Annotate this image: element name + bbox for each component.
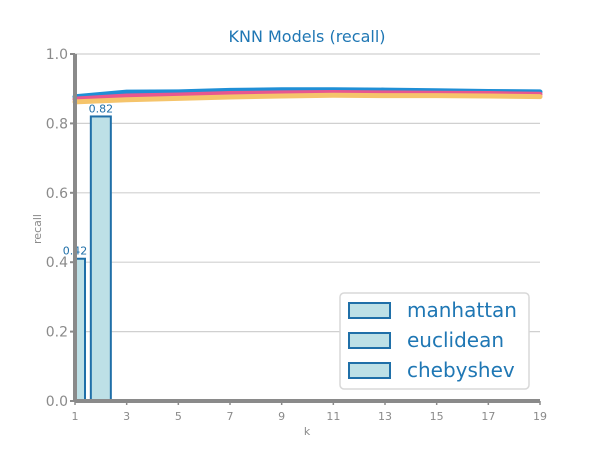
bar-value-label: 0.82 <box>89 102 114 115</box>
y-tick-label: 0.8 <box>46 116 68 132</box>
x-tick-label: 1 <box>72 410 79 423</box>
x-tick-labels: 1 3 5 7 9 11 13 15 17 19 <box>72 410 548 423</box>
y-tick-label: 0.2 <box>46 325 68 341</box>
legend-label: chebyshev <box>407 358 515 382</box>
legend: manhattan euclidean chebyshev <box>339 292 530 390</box>
legend-label: euclidean <box>407 328 504 352</box>
legend-swatch <box>348 302 391 319</box>
legend-label: manhattan <box>407 298 517 322</box>
series-lines <box>72 87 543 105</box>
y-tick-label: 0.6 <box>46 186 68 202</box>
series-line-chebyshev <box>72 92 543 105</box>
x-tick-label: 15 <box>430 410 444 423</box>
x-axis-label: k <box>304 425 311 438</box>
x-tick-label: 3 <box>123 410 130 423</box>
x-tick-label: 17 <box>481 410 495 423</box>
y-tick-label: 0.0 <box>46 394 68 410</box>
axes <box>70 53 541 405</box>
y-axis-label: recall <box>31 214 44 244</box>
bar <box>89 115 112 403</box>
legend-swatch <box>348 332 391 349</box>
legend-swatch <box>348 362 391 379</box>
y-tick-label: 1.0 <box>46 47 68 63</box>
y-tick-label: 0.4 <box>46 255 68 271</box>
x-tick-label: 11 <box>326 410 340 423</box>
x-tick-label: 7 <box>227 410 234 423</box>
x-tick-label: 19 <box>533 410 547 423</box>
x-tick-label: 5 <box>175 410 182 423</box>
y-tick-labels: 0.0 0.2 0.4 0.6 0.8 1.0 <box>46 47 68 410</box>
chart-title: KNN Models (recall) <box>228 27 385 46</box>
x-tick-label: 13 <box>378 410 392 423</box>
bars: 0.420.82 <box>63 102 114 403</box>
x-tick-label: 9 <box>278 410 285 423</box>
